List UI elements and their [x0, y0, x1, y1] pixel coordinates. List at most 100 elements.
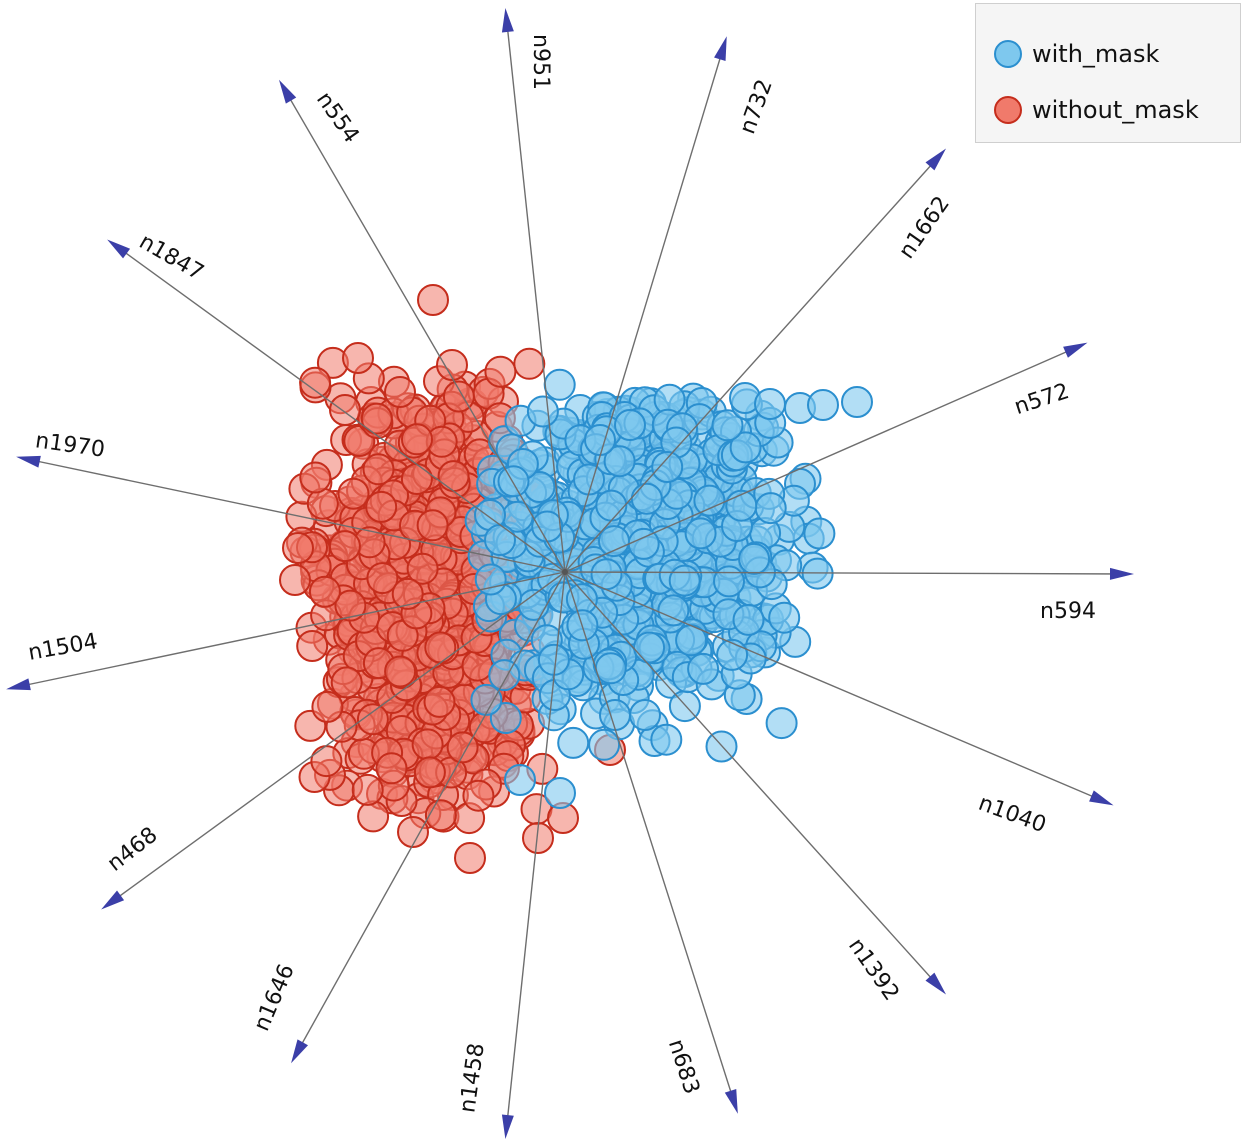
axis-label-n554: n554 — [311, 88, 364, 148]
legend-swatch-with-mask — [994, 40, 1022, 68]
point-without-mask — [413, 756, 446, 789]
point-with-mask — [557, 726, 590, 759]
scatter-points — [279, 284, 873, 874]
axis-arrow-n1847 — [107, 239, 131, 259]
point-with-mask — [630, 482, 663, 515]
point-without-mask — [417, 284, 449, 316]
point-with-mask — [713, 565, 745, 598]
axis-label-n1504: n1504 — [26, 629, 99, 666]
axis-label-n1458: n1458 — [455, 1042, 489, 1115]
axis-arrow-n951 — [501, 8, 514, 33]
point-with-mask — [668, 564, 701, 597]
point-with-mask — [803, 517, 836, 550]
point-with-mask — [614, 409, 646, 441]
point-without-mask — [454, 842, 486, 874]
point-without-mask — [366, 562, 399, 595]
point-without-mask — [484, 355, 517, 388]
point-with-mask — [504, 764, 536, 796]
point-with-mask — [684, 517, 717, 550]
point-with-mask — [537, 643, 570, 676]
point-without-mask — [406, 552, 439, 585]
axis-arrow-n732 — [714, 36, 727, 61]
point-with-mask — [584, 424, 616, 456]
point-without-mask — [351, 773, 384, 806]
point-with-mask — [711, 409, 744, 442]
point-with-mask — [488, 659, 521, 692]
axis-line-n951 — [505, 13, 566, 573]
point-with-mask — [588, 728, 621, 761]
point-with-mask — [732, 603, 765, 636]
axis-label-n1040: n1040 — [975, 791, 1049, 838]
point-with-mask — [474, 563, 507, 596]
axis-arrow-n468 — [101, 890, 125, 910]
axis-label-n1662: n1662 — [894, 192, 955, 264]
point-with-mask — [765, 707, 798, 740]
axis-arrow-n1646 — [291, 1039, 309, 1064]
point-without-mask — [310, 745, 343, 778]
axis-line-n683 — [564, 571, 737, 1109]
point-without-mask — [356, 703, 389, 736]
point-with-mask — [629, 699, 661, 731]
axis-line-n468 — [105, 571, 566, 907]
point-without-mask — [400, 463, 433, 495]
point-with-mask — [470, 683, 503, 716]
point-with-mask — [650, 723, 683, 756]
point-without-mask — [416, 509, 449, 542]
axis-label-n468: n468 — [103, 823, 162, 877]
axis-arrow-n1458 — [501, 1114, 514, 1139]
point-with-mask — [729, 431, 762, 464]
axis-arrow-n572 — [1063, 342, 1088, 358]
axis-arrow-n1970 — [16, 455, 41, 468]
point-with-mask — [595, 489, 628, 522]
point-with-mask — [841, 386, 873, 418]
axis-line-n1970 — [21, 457, 566, 573]
point-with-mask — [497, 465, 530, 498]
axis-line-n1040 — [564, 571, 1109, 804]
axis-arrow-n1504 — [6, 678, 31, 691]
axis-line-n1662 — [564, 152, 943, 573]
axis-label-n1847: n1847 — [135, 229, 208, 286]
point-without-mask — [423, 685, 456, 718]
axis-line-n1847 — [111, 242, 566, 573]
point-without-mask — [311, 690, 344, 723]
point-without-mask — [384, 655, 417, 688]
point-without-mask — [462, 779, 495, 812]
point-with-mask — [768, 601, 801, 634]
point-without-mask — [299, 366, 332, 399]
point-with-mask — [754, 388, 786, 420]
axis-line-n732 — [564, 41, 726, 573]
point-with-mask — [603, 445, 636, 478]
axis-arrow-n594 — [1109, 567, 1134, 580]
point-without-mask — [375, 752, 408, 785]
axis-label-n683: n683 — [663, 1036, 704, 1097]
axis-origin — [562, 569, 568, 575]
point-with-mask — [543, 368, 576, 401]
point-with-mask — [651, 451, 684, 483]
axis-arrow-n554 — [278, 79, 297, 104]
legend-item-without-mask[interactable]: without_mask — [994, 93, 1199, 127]
axis-arrow-n683 — [724, 1089, 738, 1114]
legend-item-with-mask[interactable]: with_mask — [994, 37, 1159, 71]
point-with-mask — [657, 594, 690, 627]
point-without-mask — [334, 589, 367, 622]
point-without-mask — [330, 666, 363, 699]
point-with-mask — [754, 492, 787, 525]
axis-arrow-n1662 — [925, 148, 947, 171]
point-with-mask — [807, 389, 839, 421]
axis-line-n1646 — [293, 571, 566, 1059]
point-without-mask — [342, 342, 374, 374]
axis-label-n732: n732 — [735, 76, 778, 137]
point-without-mask — [442, 380, 475, 413]
axis-line-n572 — [564, 344, 1083, 573]
point-without-mask — [424, 799, 457, 832]
axis-line-n1504 — [11, 571, 566, 689]
point-without-mask — [391, 577, 424, 610]
point-without-mask — [357, 800, 390, 833]
axis-arrow-n1040 — [1089, 790, 1114, 806]
axis-label-n1646: n1646 — [249, 961, 299, 1035]
axis-arrow-n1392 — [925, 972, 947, 995]
point-with-mask — [693, 484, 726, 517]
axis-line-n1392 — [564, 571, 943, 991]
anchor-axes: n951 n732 n1662 n572 n594 n1040 n1392 n683 n1458… — [6, 8, 1134, 1139]
point-with-mask — [598, 525, 630, 558]
